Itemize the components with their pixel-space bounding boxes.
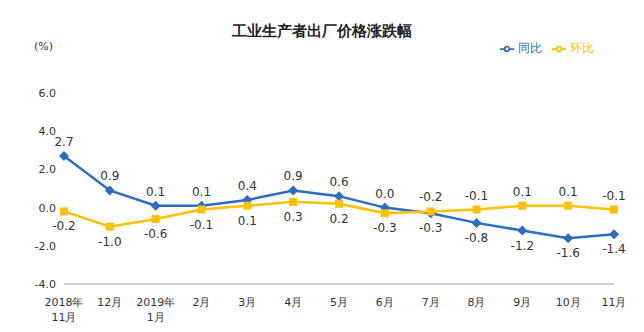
svg-text:0.1: 0.1 — [192, 185, 211, 199]
html-text:同比: 同比 — [518, 41, 542, 55]
svg-text:9月: 9月 — [513, 296, 531, 309]
svg-text:0.0: 0.0 — [39, 202, 57, 215]
svg-text:2.7: 2.7 — [54, 135, 73, 149]
svg-text:4.0: 4.0 — [39, 125, 57, 138]
svg-text:-1.6: -1.6 — [556, 246, 579, 260]
svg-text:-0.3: -0.3 — [419, 221, 442, 235]
svg-text:0.6: 0.6 — [329, 175, 348, 189]
svg-text:-1.4: -1.4 — [602, 242, 625, 256]
svg-text:6月: 6月 — [376, 296, 394, 309]
svg-text:2.0: 2.0 — [39, 163, 57, 176]
svg-text:11月: 11月 — [602, 296, 627, 309]
html-text:环比: 环比 — [570, 41, 594, 55]
svg-text:-0.3: -0.3 — [373, 221, 396, 235]
svg-text:-0.2: -0.2 — [52, 219, 75, 233]
svg-text:0.9: 0.9 — [100, 169, 119, 183]
svg-text:10月: 10月 — [556, 296, 581, 309]
svg-text:-2.0: -2.0 — [35, 240, 56, 253]
svg-text:-1.2: -1.2 — [511, 239, 534, 253]
svg-text:11月: 11月 — [52, 311, 77, 324]
svg-text:6.0: 6.0 — [39, 87, 57, 100]
svg-text:-0.2: -0.2 — [419, 190, 442, 204]
svg-text:0.1: 0.1 — [146, 185, 165, 199]
svg-text:-0.1: -0.1 — [465, 189, 488, 203]
svg-text:0.1: 0.1 — [238, 214, 257, 228]
svg-text:-4.0: -4.0 — [35, 278, 56, 291]
svg-text:7月: 7月 — [422, 296, 440, 309]
svg-text:-0.1: -0.1 — [602, 189, 625, 203]
svg-text:0.3: 0.3 — [284, 210, 303, 224]
svg-text:0.1: 0.1 — [559, 185, 578, 199]
svg-text:2月: 2月 — [193, 296, 211, 309]
svg-text:0.2: 0.2 — [329, 212, 348, 226]
svg-text:-0.6: -0.6 — [144, 227, 167, 241]
svg-text:0.0: 0.0 — [375, 187, 394, 201]
svg-text:0.9: 0.9 — [284, 169, 303, 183]
svg-text:2019年: 2019年 — [136, 296, 175, 309]
svg-text:1月: 1月 — [147, 311, 165, 324]
svg-text:-0.8: -0.8 — [465, 231, 488, 245]
svg-text:-0.1: -0.1 — [190, 218, 213, 232]
svg-text:0.1: 0.1 — [513, 185, 532, 199]
svg-text:3月: 3月 — [238, 296, 256, 309]
svg-text:-1.0: -1.0 — [98, 235, 121, 249]
svg-text:4月: 4月 — [284, 296, 302, 309]
svg-text:2018年: 2018年 — [45, 296, 84, 309]
svg-text:12月: 12月 — [97, 296, 122, 309]
svg-text:8月: 8月 — [468, 296, 486, 309]
svg-text:5月: 5月 — [330, 296, 348, 309]
svg-text:0.4: 0.4 — [238, 179, 257, 193]
html-text:工业生产者出厂价格涨跌幅: 工业生产者出厂价格涨跌幅 — [232, 22, 412, 40]
